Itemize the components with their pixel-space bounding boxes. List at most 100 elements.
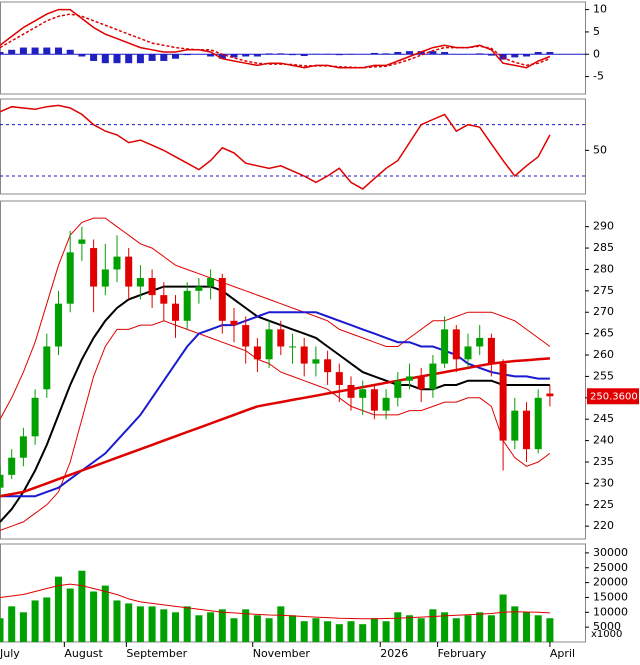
histogram-bar bbox=[382, 53, 390, 55]
volume-bar bbox=[195, 615, 203, 642]
histogram-bar bbox=[511, 54, 519, 58]
line bbox=[0, 285, 550, 523]
line bbox=[0, 583, 550, 620]
volume-bar bbox=[101, 585, 109, 642]
y-tick-label: 10 bbox=[593, 3, 607, 16]
volume-bar bbox=[43, 597, 51, 642]
candle-body bbox=[242, 325, 250, 347]
panel-frame bbox=[0, 1, 586, 95]
y-tick-label: 235 bbox=[593, 455, 614, 468]
candle-body bbox=[101, 269, 109, 287]
candle-body bbox=[160, 295, 168, 304]
histogram-bar bbox=[136, 54, 144, 64]
volume-bar bbox=[171, 612, 180, 642]
y-tick-label: 50 bbox=[593, 143, 607, 156]
y-tick-label: 15000 bbox=[593, 590, 628, 603]
histogram-bar bbox=[125, 54, 133, 64]
histogram-bar bbox=[101, 54, 109, 64]
y-axis-unit: x1000 bbox=[591, 629, 622, 640]
volume-bar bbox=[242, 609, 250, 642]
volume-bar bbox=[113, 600, 121, 642]
histogram-bar bbox=[31, 47, 39, 55]
candle-body bbox=[125, 256, 133, 287]
volume-bar bbox=[394, 612, 402, 642]
volume-bar bbox=[382, 621, 390, 642]
histogram-bar bbox=[113, 54, 121, 64]
volume-bar bbox=[19, 612, 27, 642]
y-tick-label: 255 bbox=[593, 369, 614, 382]
histogram-bar bbox=[394, 52, 402, 55]
histogram-bar bbox=[218, 54, 226, 59]
y-tick-label: 0 bbox=[593, 47, 600, 60]
candle-body bbox=[405, 376, 414, 381]
candle-body bbox=[429, 363, 437, 390]
volume-bar bbox=[265, 618, 273, 642]
y-tick-label: 240 bbox=[593, 434, 614, 447]
histogram-bar bbox=[242, 54, 250, 57]
y-tick-label: 10000 bbox=[593, 605, 628, 618]
price-tag bbox=[587, 388, 639, 405]
line bbox=[0, 13, 551, 69]
volume-bar bbox=[54, 576, 63, 642]
y-tick-label: 225 bbox=[593, 498, 614, 511]
volume-bar bbox=[277, 606, 285, 642]
volume-bar bbox=[207, 612, 215, 642]
histogram-bar bbox=[8, 49, 16, 55]
candle-body bbox=[382, 397, 390, 411]
histogram-bar bbox=[66, 49, 74, 55]
line bbox=[0, 104, 551, 190]
y-tick-label: 260 bbox=[593, 348, 614, 361]
candle-body bbox=[394, 380, 402, 398]
histogram-bar bbox=[230, 54, 238, 58]
volume-bar bbox=[429, 609, 437, 642]
y-tick-label: 25000 bbox=[593, 561, 628, 574]
candle-body bbox=[54, 303, 63, 347]
volume-bar bbox=[405, 615, 414, 642]
candle-body bbox=[43, 346, 51, 390]
histogram-bar bbox=[54, 47, 63, 55]
volume-bar bbox=[487, 615, 495, 642]
candle-body bbox=[324, 359, 332, 373]
candle-body bbox=[253, 346, 261, 360]
histogram-bar bbox=[0, 52, 4, 55]
y-tick-label: 230 bbox=[593, 476, 614, 489]
volume-bar bbox=[359, 624, 367, 642]
volume-bar bbox=[90, 591, 98, 642]
volume-bar bbox=[31, 600, 39, 642]
histogram-bar bbox=[370, 52, 378, 55]
line bbox=[0, 320, 551, 531]
candle-body bbox=[136, 278, 144, 287]
candle-body bbox=[8, 457, 16, 475]
volume-bar bbox=[160, 609, 168, 642]
candle-body bbox=[347, 384, 355, 398]
volume-bar bbox=[312, 618, 320, 642]
y-tick-label: 290 bbox=[593, 220, 614, 233]
x-tick-label: August bbox=[64, 647, 103, 660]
histogram-bar bbox=[522, 54, 531, 57]
histogram-bar bbox=[160, 54, 168, 61]
volume-bar bbox=[148, 606, 156, 642]
volume-bar bbox=[347, 621, 355, 642]
histogram-bar bbox=[441, 52, 449, 55]
candle-body bbox=[218, 278, 226, 321]
histogram-bar bbox=[171, 54, 180, 59]
y-tick-label: 5 bbox=[593, 25, 600, 38]
volume-bar bbox=[183, 606, 191, 642]
panel-frame bbox=[0, 98, 586, 195]
volume-bar bbox=[335, 624, 343, 642]
candle-body bbox=[265, 329, 273, 360]
candle-body bbox=[534, 397, 542, 450]
line bbox=[0, 357, 550, 498]
volume-bar bbox=[452, 618, 460, 642]
histogram-bar bbox=[78, 54, 86, 57]
candle-body bbox=[464, 346, 472, 360]
candle-body bbox=[113, 256, 121, 270]
candle-body bbox=[359, 389, 367, 398]
volume-bar bbox=[534, 615, 542, 642]
volume-bar bbox=[288, 615, 297, 642]
volume-bar bbox=[125, 603, 133, 642]
histogram-bar bbox=[90, 54, 98, 61]
candle-body bbox=[0, 474, 4, 488]
volume-bar bbox=[370, 618, 378, 642]
